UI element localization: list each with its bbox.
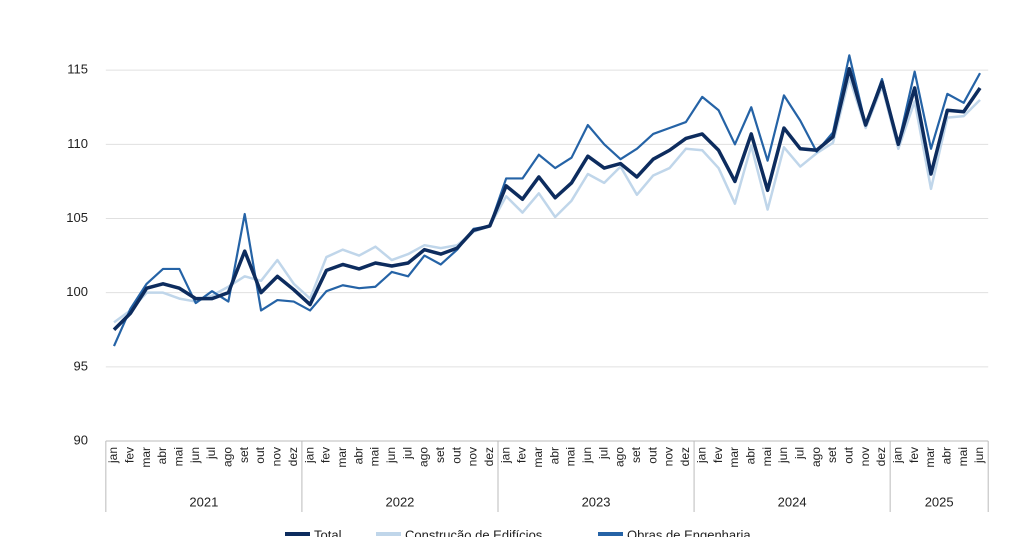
- year-label: 2021: [189, 494, 218, 509]
- x-tick-label: set: [825, 446, 839, 463]
- x-tick-label: mai: [760, 447, 774, 466]
- x-tick-label: mar: [923, 447, 937, 468]
- legend-label: Total: [314, 527, 342, 537]
- x-tick-label: fev: [907, 447, 921, 463]
- legend-label: Construção de Edifícios: [405, 527, 543, 537]
- y-tick-label: 95: [74, 358, 88, 373]
- y-tick-label: 110: [67, 136, 88, 151]
- x-tick-label: ago: [613, 447, 627, 467]
- x-tick-label: jul: [596, 447, 610, 460]
- x-tick-label: mar: [335, 447, 349, 468]
- x-tick-label: jan: [106, 447, 120, 464]
- x-tick-label: mai: [172, 447, 186, 466]
- x-tick-label: jul: [400, 447, 414, 460]
- x-tick-label: abr: [351, 447, 365, 464]
- x-tick-label: mar: [139, 447, 153, 468]
- y-tick-label: 120: [66, 0, 88, 2]
- x-tick-label: abr: [155, 447, 169, 464]
- x-tick-label: abr: [743, 447, 757, 464]
- legend-label: Obras de Engenharia: [627, 527, 751, 537]
- x-tick-label: set: [433, 446, 447, 463]
- x-tick-label: nov: [662, 447, 676, 466]
- x-tick-label: mai: [368, 447, 382, 466]
- year-label: 2025: [925, 494, 954, 509]
- x-tick-label: ago: [417, 447, 431, 467]
- x-tick-label: ago: [221, 447, 235, 467]
- x-tick-label: mar: [531, 447, 545, 468]
- x-tick-label: jan: [694, 447, 708, 464]
- x-tick-label: jan: [498, 447, 512, 464]
- year-label: 2023: [582, 494, 611, 509]
- x-tick-label: nov: [858, 447, 872, 466]
- x-tick-label: dez: [482, 447, 496, 466]
- x-tick-label: jun: [580, 447, 594, 464]
- x-tick-label: jul: [792, 447, 806, 460]
- year-label: 2024: [778, 494, 807, 509]
- x-tick-label: out: [449, 446, 463, 463]
- x-tick-label: out: [841, 446, 855, 463]
- x-tick-label: fev: [711, 447, 725, 463]
- x-tick-label: mai: [956, 447, 970, 466]
- x-tick-label: set: [629, 446, 643, 463]
- x-tick-label: jun: [188, 447, 202, 464]
- x-tick-label: mai: [564, 447, 578, 466]
- series-line: [112, 66, 982, 331]
- x-tick-label: out: [253, 446, 267, 463]
- x-tick-label: abr: [547, 447, 561, 464]
- x-tick-label: set: [237, 446, 251, 463]
- x-tick-label: jun: [972, 447, 986, 464]
- x-tick-label: ago: [809, 447, 823, 467]
- y-tick-label: 105: [66, 210, 88, 225]
- series-line: [112, 54, 981, 347]
- x-tick-label: fev: [123, 447, 137, 463]
- x-tick-label: fev: [319, 447, 333, 463]
- x-tick-label: jan: [302, 447, 316, 464]
- x-tick-label: dez: [286, 447, 300, 466]
- year-label: 2022: [385, 494, 414, 509]
- x-tick-label: dez: [678, 447, 692, 466]
- x-tick-label: abr: [940, 447, 954, 464]
- x-tick-label: jul: [204, 447, 218, 460]
- x-tick-label: fev: [515, 447, 529, 463]
- x-tick-label: mar: [727, 447, 741, 468]
- y-tick-label: 90: [74, 432, 88, 447]
- x-tick-label: nov: [466, 447, 480, 466]
- x-tick-label: jan: [890, 447, 904, 464]
- x-tick-label: dez: [874, 447, 888, 466]
- series-line: [113, 76, 981, 324]
- y-tick-label: 100: [66, 284, 88, 299]
- y-tick-label: 115: [67, 62, 88, 77]
- x-tick-label: out: [645, 446, 659, 463]
- x-tick-label: jun: [384, 447, 398, 464]
- x-tick-label: jun: [776, 447, 790, 464]
- x-tick-label: nov: [270, 447, 284, 466]
